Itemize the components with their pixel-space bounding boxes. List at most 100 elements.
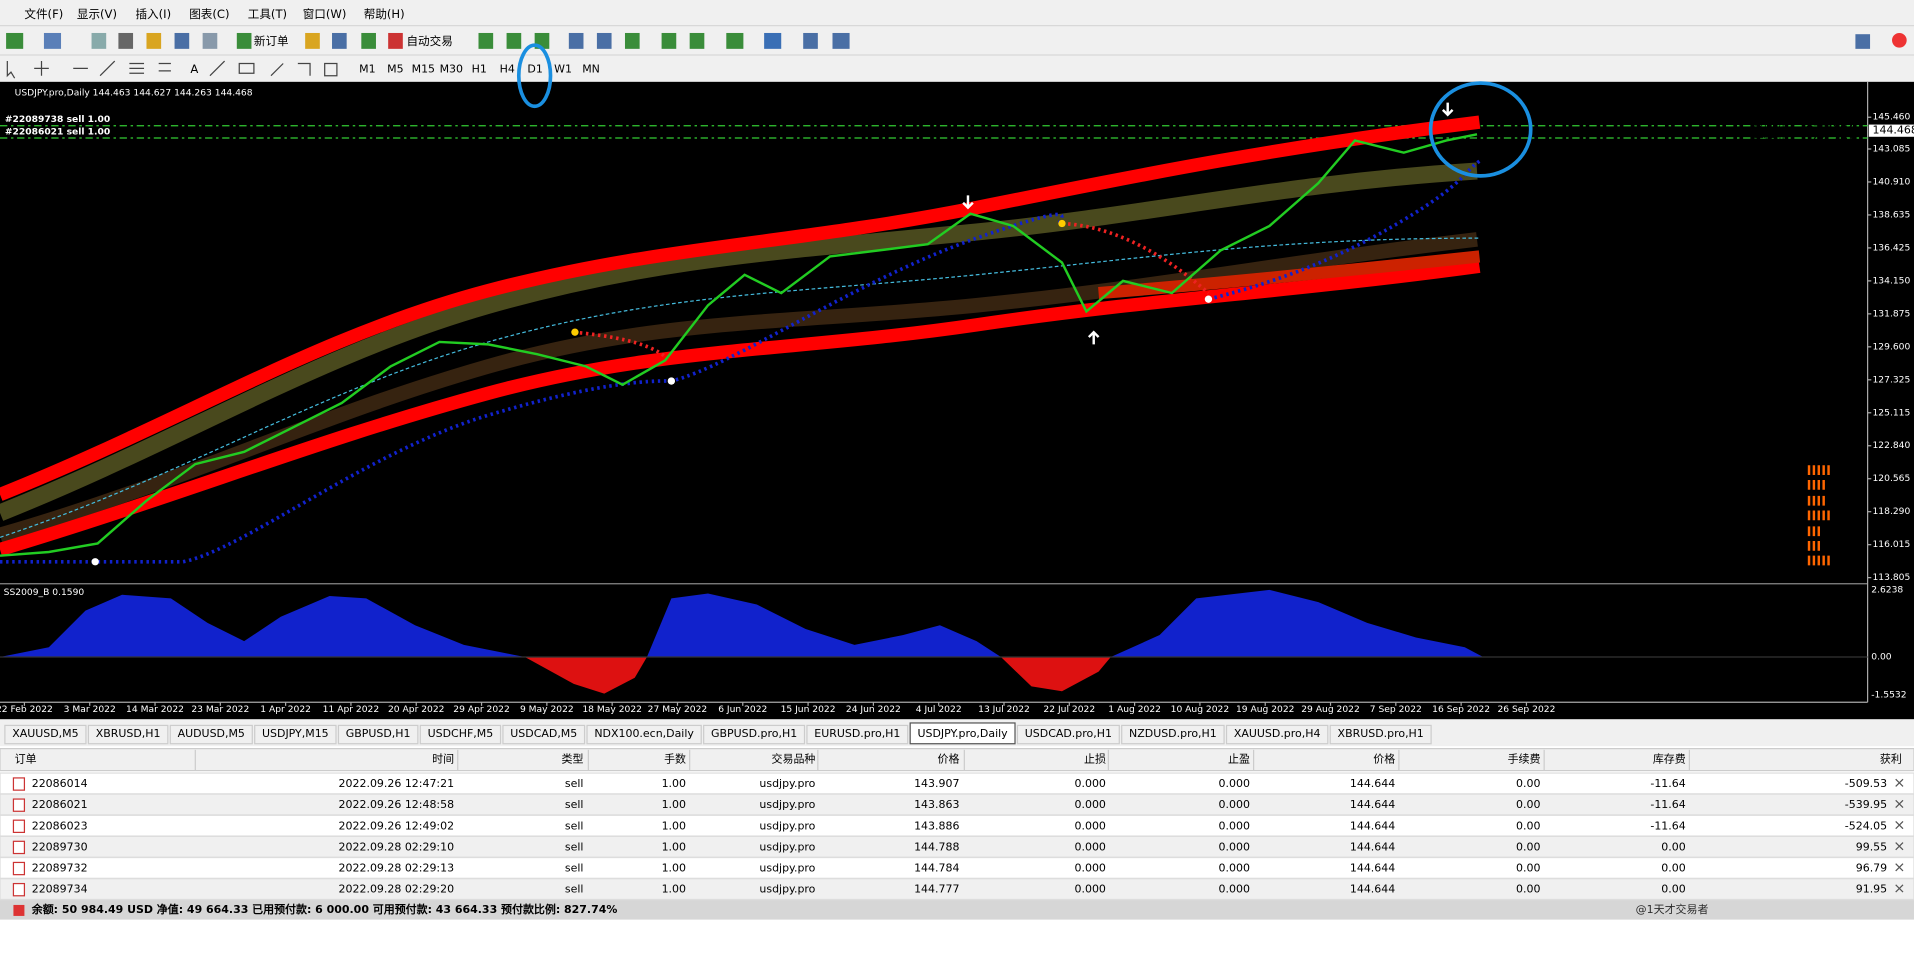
order-line-label: #22086021 sell 1.00 — [5, 127, 110, 137]
cell: 143.886 — [914, 819, 959, 832]
tab-label[interactable]: USDJPY,M15 — [262, 727, 329, 740]
tab[interactable]: GBPUSD,H1 — [337, 724, 419, 745]
date-label: 9 May 2022 — [520, 705, 574, 715]
timeframe-button[interactable]: M5 — [387, 63, 403, 76]
tab-label[interactable]: GBPUSD,H1 — [346, 727, 411, 740]
date-label: 18 May 2022 — [582, 705, 642, 715]
column-header[interactable]: 获利 — [1880, 753, 1902, 766]
cell: 22089732 — [32, 862, 88, 875]
timeframe-button[interactable]: M1 — [359, 63, 375, 76]
timeframe-button[interactable]: H4 — [500, 63, 515, 76]
column-header[interactable]: 时间 — [432, 753, 454, 766]
tab-label[interactable]: USDJPY.pro,Daily — [918, 727, 1009, 740]
tab-label[interactable]: NZDUSD.pro,H1 — [1129, 727, 1217, 740]
tab-bg — [909, 722, 1016, 745]
tab-bg — [502, 724, 586, 745]
column-header[interactable]: 止损 — [1084, 752, 1106, 766]
menu-item[interactable]: 文件(F) — [24, 7, 63, 21]
tab-label[interactable]: XAUUSD.pro,H4 — [1234, 727, 1321, 740]
cell: 144.777 — [914, 883, 959, 896]
tab[interactable]: USDCAD,M5 — [502, 724, 586, 745]
menu-item[interactable]: 帮助(H) — [364, 7, 405, 21]
tab[interactable]: XAUUSD,M5 — [4, 724, 87, 745]
tab-label[interactable]: USDCAD,M5 — [510, 727, 577, 740]
price-label: 125.115 — [1872, 408, 1910, 418]
tab-label[interactable]: GBPUSD.pro,H1 — [711, 727, 797, 740]
timeframe-button[interactable]: M15 — [412, 63, 435, 76]
tab-label[interactable]: EURUSD.pro,H1 — [814, 727, 900, 740]
tab-bg — [806, 724, 909, 745]
column-header[interactable]: 类型 — [562, 752, 584, 766]
tab[interactable]: USDJPY,M15 — [254, 724, 337, 745]
tab-label[interactable]: AUDUSD,M5 — [178, 727, 245, 740]
tab[interactable]: USDCAD.pro,H1 — [1016, 724, 1120, 745]
menu-item[interactable]: 插入(I) — [135, 7, 171, 21]
price-label: 116.015 — [1872, 540, 1910, 550]
column-header[interactable]: 订单 — [15, 753, 37, 766]
new-order-button[interactable]: 新订单 — [254, 34, 289, 48]
order-row[interactable]: 22086021 2022.09.26 12:48:58 sell 1.00 usdjp… — [0, 793, 1914, 816]
order-row[interactable]: 22086023 2022.09.26 12:49:02 sell 1.00 usdjp… — [0, 814, 1914, 837]
column-header[interactable]: 交易品种 — [772, 752, 816, 766]
cell: 0.00 — [1516, 840, 1540, 853]
column-header[interactable]: 价格 — [1373, 752, 1395, 766]
close-order-button[interactable] — [1895, 820, 1904, 830]
indicator-axis-label: 0.00 — [1871, 653, 1892, 663]
column-header[interactable]: 止盈 — [1228, 753, 1250, 766]
tab-label[interactable]: NDX100.ecn,Daily — [594, 727, 694, 740]
cell: 0.00 — [1661, 883, 1685, 896]
tab-label[interactable]: XBRUSD.pro,H1 — [1338, 727, 1424, 740]
menu-item[interactable]: 工具(T) — [248, 7, 287, 21]
tab[interactable]: NDX100.ecn,Daily — [586, 724, 702, 745]
tab[interactable]: GBPUSD.pro,H1 — [703, 724, 806, 745]
close-order-button[interactable] — [1895, 799, 1904, 809]
timeframe-button[interactable]: W1 — [554, 63, 572, 76]
currency-label: USD — [1775, 554, 1801, 567]
column-header[interactable]: 库存费 — [1653, 752, 1686, 766]
tab[interactable]: NZDUSD.pro,H1 — [1121, 724, 1225, 745]
highlight-circle — [1428, 81, 1533, 178]
order-row[interactable]: 22089734 2022.09.28 02:29:20 sell 1.00 usdjp… — [0, 878, 1914, 901]
date-label: 3 Mar 2022 — [64, 705, 116, 715]
tab[interactable]: XAUUSD.pro,H4 — [1225, 724, 1329, 745]
cell: 0.000 — [1219, 777, 1250, 790]
column-header[interactable]: 价格 — [938, 752, 960, 766]
toolbar-icons[interactable]: A — [6, 32, 1907, 79]
timeframe-button[interactable]: M30 — [440, 63, 463, 76]
tab[interactable]: EURUSD.pro,H1 — [806, 724, 909, 745]
column-header[interactable]: 手续费 — [1508, 752, 1541, 766]
cell: sell — [565, 883, 584, 896]
tab-label[interactable]: USDCHF,M5 — [428, 727, 494, 740]
close-order-button[interactable] — [1895, 842, 1904, 851]
menu-item[interactable]: 窗口(W) — [303, 7, 347, 21]
close-order-button[interactable] — [1895, 778, 1904, 787]
tab[interactable]: XBRUSD,H1 — [87, 724, 169, 745]
tab[interactable]: AUDUSD,M5 — [169, 724, 253, 745]
info-value: 364 — [1833, 177, 1856, 190]
order-row[interactable]: 22089732 2022.09.28 02:29:13 sell 1.00 usdjp… — [0, 856, 1914, 879]
info-label: 最高价 — [1753, 116, 1786, 130]
price-label: 127.325 — [1872, 375, 1910, 385]
forecast-low-value: 142.7220 — [1798, 268, 1856, 281]
auto-trade-button[interactable]: 自动交易 — [406, 34, 452, 48]
menu-item[interactable]: 图表(C) — [189, 7, 229, 21]
order-row[interactable]: 22086014 2022.09.26 12:47:21 sell 1.00 usdjp… — [0, 772, 1914, 795]
cell: sell — [565, 798, 584, 811]
tab[interactable]: USDCHF,M5 — [419, 724, 502, 745]
tab-label[interactable]: XBRUSD,H1 — [96, 727, 161, 740]
cell: 91.95 — [1856, 883, 1887, 896]
close-order-button[interactable] — [1895, 863, 1904, 872]
tab[interactable]: XBRUSD.pro,H1 — [1329, 724, 1432, 745]
tab[interactable]: USDJPY.pro,Daily — [909, 722, 1016, 745]
order-icon — [12, 882, 26, 897]
tab-label[interactable]: XAUUSD,M5 — [12, 727, 78, 740]
cell: 0.000 — [1219, 798, 1250, 811]
order-row[interactable]: 22089730 2022.09.28 02:29:10 sell 1.00 usdjp… — [0, 835, 1914, 858]
column-header[interactable]: 手数 — [664, 752, 686, 766]
close-order-button[interactable] — [1895, 884, 1904, 893]
menu-item[interactable]: 显示(V) — [77, 7, 117, 21]
tab-label[interactable]: USDCAD.pro,H1 — [1025, 727, 1112, 740]
timeframe-button[interactable]: H1 — [472, 63, 487, 76]
timeframe-button[interactable]: D1 — [527, 63, 542, 76]
timeframe-button[interactable]: MN — [582, 63, 600, 76]
